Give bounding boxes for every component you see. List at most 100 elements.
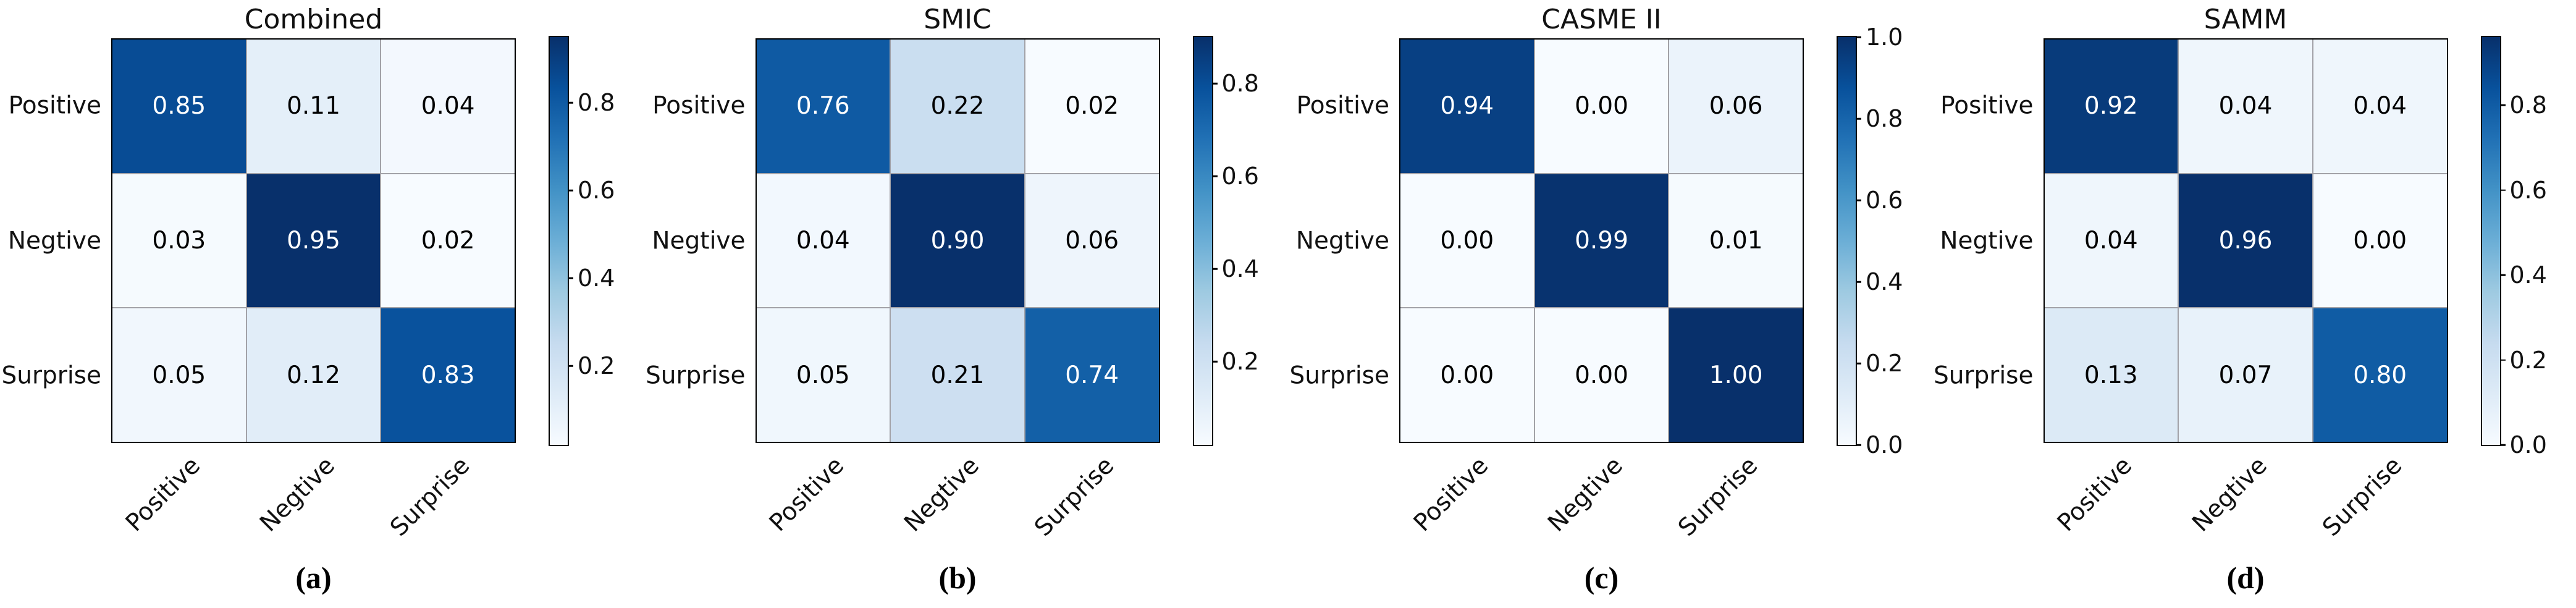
colorbar-tick-mark <box>568 102 573 104</box>
panel-caption: (b) <box>938 560 977 595</box>
heatmap-cell: 0.04 <box>381 40 515 173</box>
panel-title: SAMM <box>2203 4 2288 35</box>
heatmap-cell: 0.85 <box>112 40 246 173</box>
colorbar-tick-label: 0.6 <box>2509 176 2547 204</box>
heatmap-cell: 0.99 <box>1534 174 1669 308</box>
colorbar-tick-mark <box>1211 175 1218 177</box>
colorbar-tick-mark <box>1211 360 1218 363</box>
y-axis-label: Negtive <box>1940 227 2034 255</box>
cell-value: 0.21 <box>930 361 985 389</box>
cell-value: 0.02 <box>421 226 475 255</box>
cell-value: 0.13 <box>2084 361 2138 389</box>
confusion-matrix-panel-d: SAMM 0.92 0.04 0.04 0.04 0.96 0.00 0.13 0.07 0.8… <box>1932 0 2576 608</box>
colorbar: 1.0 0.8 0.6 0.4 0.2 0.0 <box>1837 23 1903 458</box>
cell-value: 0.83 <box>421 361 475 389</box>
heatmap-cell: 0.83 <box>381 308 515 442</box>
colorbar-tick-label: 0.4 <box>578 264 615 292</box>
heatmap-cell: 0.04 <box>2179 40 2312 173</box>
colorbar-tick-mark <box>568 365 573 367</box>
colorbar-tick-mark <box>1211 268 1218 270</box>
cell-value: 0.04 <box>2084 226 2138 255</box>
colorbar-tick-mark <box>2499 189 2506 191</box>
x-axis-label: Positive <box>764 452 850 538</box>
colorbar: 0.8 0.6 0.4 0.2 <box>1192 36 1259 446</box>
y-axis-label: Negtive <box>652 227 746 255</box>
cell-value: 0.04 <box>2353 92 2407 120</box>
colorbar: 0.8 0.6 0.4 0.2 0.0 <box>2480 36 2547 458</box>
x-axis-label: Positive <box>120 452 206 538</box>
cell-value: 0.99 <box>1575 226 1628 255</box>
cell-value: 0.00 <box>1440 361 1494 389</box>
heatmap-cell: 0.00 <box>1534 308 1669 442</box>
colorbar-tick-label: 0.2 <box>1221 348 1259 375</box>
heatmap-grid: 0.76 0.22 0.02 0.04 0.90 0.06 0.05 0.21 0.74 <box>755 38 1160 443</box>
heatmap-cell: 0.22 <box>891 40 1024 173</box>
colorbar-tick-label: 0.0 <box>2509 431 2547 458</box>
x-axis-label: Surprise <box>385 452 476 542</box>
y-axis-label: Positive <box>1940 91 2034 120</box>
heatmap-cell: 0.96 <box>2179 174 2312 308</box>
cell-value: 0.80 <box>2353 361 2407 389</box>
y-axis-label: Positive <box>1296 91 1389 120</box>
y-axis-label: Positive <box>652 91 746 120</box>
colorbar-tick-mark <box>2499 444 2506 446</box>
cell-value: 0.06 <box>1065 226 1119 255</box>
heatmap-grid: 0.94 0.00 0.06 0.00 0.99 0.01 0.00 0.00 1.00 <box>1399 38 1804 443</box>
cell-value: 0.04 <box>421 92 475 120</box>
colorbar-tick-mark <box>1211 82 1218 85</box>
colorbar-tick-mark <box>1856 199 1861 201</box>
heatmap-cell: 0.06 <box>1669 40 1803 173</box>
colorbar-tick-label: 0.2 <box>578 352 615 380</box>
heatmap-cell: 0.95 <box>246 174 381 308</box>
heatmap-cell: 0.01 <box>1669 174 1803 308</box>
cell-value: 0.04 <box>796 226 850 255</box>
x-axis-label: Positive <box>2052 452 2138 538</box>
colorbar-tick-mark <box>568 277 573 279</box>
heatmap-cell: 0.05 <box>756 308 890 442</box>
cell-value: 0.07 <box>2218 361 2273 389</box>
colorbar-tick-mark <box>1856 362 1861 365</box>
x-axis-label: Positive <box>1408 452 1494 538</box>
colorbar-tick-mark <box>1856 36 1861 38</box>
colorbar-tick-mark <box>568 190 573 192</box>
heatmap-cell: 1.00 <box>1669 308 1803 442</box>
colorbar-tick-label: 0.8 <box>2509 91 2547 119</box>
cell-value: 0.05 <box>796 361 850 389</box>
colorbar-tick-mark <box>2499 359 2506 361</box>
panel-title: CASME II <box>1541 4 1662 35</box>
cell-value: 0.76 <box>796 92 850 120</box>
cell-value: 0.94 <box>1440 92 1494 120</box>
x-axis-label: Negtive <box>899 452 985 538</box>
heatmap-cell: 0.13 <box>2044 308 2178 442</box>
colorbar-tick-label: 0.4 <box>1866 268 1903 295</box>
colorbar: 0.8 0.6 0.4 0.2 <box>549 36 615 446</box>
cell-value: 0.00 <box>2353 226 2407 255</box>
x-axis-label: Negtive <box>255 452 341 538</box>
cell-value: 0.06 <box>1709 92 1763 120</box>
colorbar-tick-label: 0.4 <box>2509 261 2547 289</box>
confusion-matrix-panel-b: SMIC 0.76 0.22 0.02 0.04 0.90 0.06 0.05 0.21 0.7… <box>644 0 1289 608</box>
colorbar-tick-label: 1.0 <box>1866 23 1903 51</box>
cell-value: 0.22 <box>930 92 985 120</box>
colorbar-tick-label: 0.8 <box>1866 105 1903 132</box>
panel-title: SMIC <box>924 4 991 35</box>
panel-caption: (a) <box>295 560 332 595</box>
heatmap-cell: 0.90 <box>891 174 1024 308</box>
heatmap-cell: 0.05 <box>112 308 246 442</box>
heatmap-grid: 0.85 0.11 0.04 0.03 0.95 0.02 0.05 0.12 0.83 <box>111 38 516 443</box>
y-axis-label: Surprise <box>646 361 746 390</box>
colorbar-tick-mark <box>1856 444 1861 446</box>
cell-value: 0.11 <box>287 92 340 120</box>
heatmap-cell: 0.02 <box>381 174 515 308</box>
x-axis-label: Negtive <box>2187 452 2273 538</box>
x-axis-label: Surprise <box>1673 452 1764 542</box>
heatmap-cell: 0.03 <box>112 174 246 308</box>
heatmap-cell: 0.06 <box>1025 174 1159 308</box>
cell-value: 0.85 <box>152 92 206 120</box>
colorbar-tick-mark <box>2499 274 2506 276</box>
y-axis-label: Negtive <box>7 227 101 255</box>
heatmap-cell: 0.21 <box>891 308 1024 442</box>
colorbar-tick-label: 0.0 <box>1866 431 1903 458</box>
colorbar-tick-mark <box>1856 117 1861 120</box>
